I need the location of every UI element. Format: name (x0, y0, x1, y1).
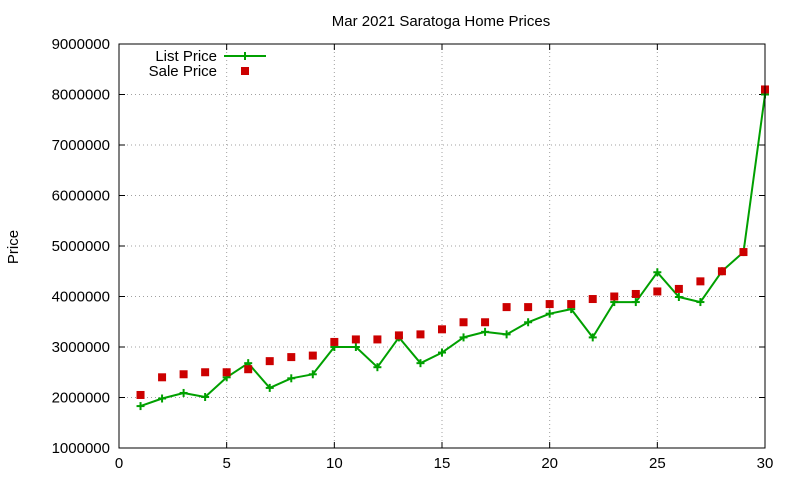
x-tick-label: 0 (115, 455, 123, 472)
sale-price-point (631, 289, 640, 298)
sale-price-point (222, 368, 231, 377)
list-price-point (416, 359, 425, 368)
sale-price-point (351, 335, 360, 344)
series-list-price (136, 90, 769, 411)
sale-price-point (481, 318, 490, 327)
plot-frame (118, 43, 766, 449)
list-price-point (438, 348, 446, 357)
axis-ticks: 1000000 2000000 3000000 4000000 5000000 60000… (52, 36, 774, 472)
sale-price-point (653, 287, 662, 296)
y-tick-label: 3000000 (52, 339, 110, 356)
list-price-line (140, 94, 766, 408)
legend-label-list-price: List Price (155, 48, 217, 65)
list-price-point (545, 309, 554, 318)
chart-title: Mar 2021 Saratoga Home Prices (332, 13, 550, 30)
list-price-point (631, 298, 640, 307)
sale-price-point (416, 330, 425, 339)
list-price-point (653, 268, 662, 277)
sale-price-point (717, 267, 726, 276)
sale-price-point (524, 303, 533, 312)
sale-price-point (588, 295, 597, 304)
legend-label-sale-price: Sale Price (149, 63, 217, 80)
x-tick-label: 30 (757, 455, 774, 472)
x-tick-label: 10 (326, 455, 343, 472)
sale-price-point (567, 300, 576, 309)
y-tick-label: 2000000 (52, 390, 110, 407)
list-price-point (158, 394, 167, 403)
list-price-point (265, 383, 274, 392)
list-price-point (287, 374, 296, 383)
sale-price-point (201, 368, 210, 377)
list-price-point (179, 388, 188, 397)
sale-price-point (158, 373, 167, 382)
y-tick-label: 1000000 (52, 440, 110, 457)
sale-price-point (265, 357, 274, 366)
y-tick-label: 8000000 (52, 87, 110, 104)
y-tick-label: 4000000 (52, 289, 110, 306)
sale-price-point (394, 331, 403, 340)
list-price-point (502, 330, 511, 339)
list-price-point (459, 333, 468, 342)
sale-price-point (179, 370, 188, 379)
series-sale-price (136, 85, 769, 399)
sale-price-point (545, 300, 554, 309)
y-axis-label: Price (5, 230, 22, 264)
sale-price-point (739, 248, 748, 257)
x-tick-label: 5 (222, 455, 230, 472)
list-price-point (136, 402, 145, 411)
list-price-point (481, 327, 490, 336)
list-price-point (308, 370, 317, 379)
legend: List Price Sale Price (149, 48, 266, 80)
list-price-point (351, 343, 360, 351)
list-price-point (588, 333, 597, 342)
sale-price-point (287, 353, 296, 362)
sale-price-point (696, 277, 705, 286)
x-tick-label: 15 (434, 455, 451, 472)
list-price-point (524, 318, 533, 327)
list-price-point (696, 298, 705, 307)
sale-price-point (136, 390, 145, 399)
y-tick-label: 7000000 (52, 137, 110, 154)
sale-price-point (373, 335, 382, 344)
legend-marker-sale-price (241, 67, 249, 75)
sale-price-point (244, 365, 253, 374)
y-tick-label: 9000000 (52, 36, 110, 53)
sale-price-point (308, 351, 317, 360)
sale-price-point (438, 325, 446, 334)
x-tick-label: 25 (649, 455, 666, 472)
sale-price-point (330, 337, 339, 346)
legend-marker-list-price (241, 52, 249, 60)
list-price-point (373, 363, 382, 372)
sale-price-point (502, 303, 511, 312)
sale-price-point (610, 292, 619, 301)
sale-price-point (459, 318, 468, 327)
list-price-point (674, 293, 683, 302)
x-tick-label: 20 (541, 455, 558, 472)
sale-price-point (674, 284, 683, 293)
list-price-point (201, 392, 210, 401)
y-tick-label: 5000000 (52, 238, 110, 255)
y-tick-label: 6000000 (52, 188, 110, 205)
